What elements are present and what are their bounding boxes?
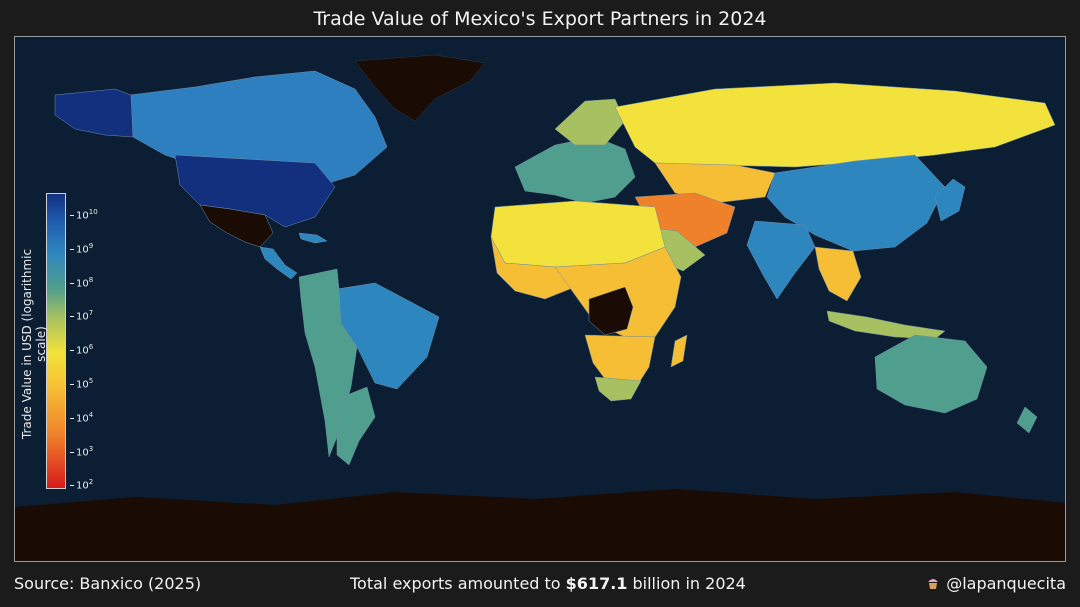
country-usa xyxy=(174,154,336,228)
colorbar-tick-9: 109 xyxy=(69,241,94,256)
world-map xyxy=(15,37,1065,561)
country-argentina xyxy=(336,386,376,466)
total-exports-note: Total exports amounted to $617.1 billion… xyxy=(350,574,746,593)
total-suffix: billion in 2024 xyxy=(627,574,746,593)
region-caribbean xyxy=(298,232,328,244)
colorbar-tick-8: 108 xyxy=(69,275,94,289)
credit-handle: @lapanquecita xyxy=(946,574,1066,593)
map-frame xyxy=(14,36,1066,562)
region-central-america xyxy=(259,246,298,280)
colorbar-tick-4: 104 xyxy=(69,410,94,425)
colorbar-tick-3: 103 xyxy=(69,444,94,458)
country-china xyxy=(766,154,946,252)
region-southeast-asia xyxy=(814,246,862,302)
region-antarctica xyxy=(15,489,1065,561)
total-value: $617.1 xyxy=(565,574,628,593)
credit: @lapanquecita xyxy=(926,574,1066,593)
source-note: Source: Banxico (2025) xyxy=(14,574,202,593)
region-central-asia xyxy=(654,162,776,204)
country-south-africa xyxy=(594,376,642,402)
colorbar-tick-2: 102 xyxy=(69,478,94,492)
country-madagascar xyxy=(670,334,688,368)
colorbar-tick-7: 107 xyxy=(69,309,94,323)
cupcake-icon xyxy=(928,579,939,589)
colorbar-label: Trade Value in USD (logarithmic scale) xyxy=(20,248,48,440)
country-dr-congo xyxy=(588,286,634,336)
chart-title: Trade Value of Mexico's Export Partners … xyxy=(313,8,767,30)
total-prefix: Total exports amounted to xyxy=(350,574,566,593)
region-north-africa xyxy=(490,200,666,268)
colorbar-tick-6: 106 xyxy=(69,343,94,357)
country-new-zealand xyxy=(1016,406,1038,434)
colorbar xyxy=(46,193,66,489)
colorbar-tick-5: 105 xyxy=(69,377,94,391)
country-greenland xyxy=(354,54,486,122)
country-japan xyxy=(934,178,966,222)
country-usa-alaska xyxy=(54,88,134,138)
region-west-africa xyxy=(490,236,576,300)
country-india xyxy=(746,220,816,300)
colorbar-tick-10: 1010 xyxy=(70,208,98,222)
country-australia xyxy=(874,334,988,414)
